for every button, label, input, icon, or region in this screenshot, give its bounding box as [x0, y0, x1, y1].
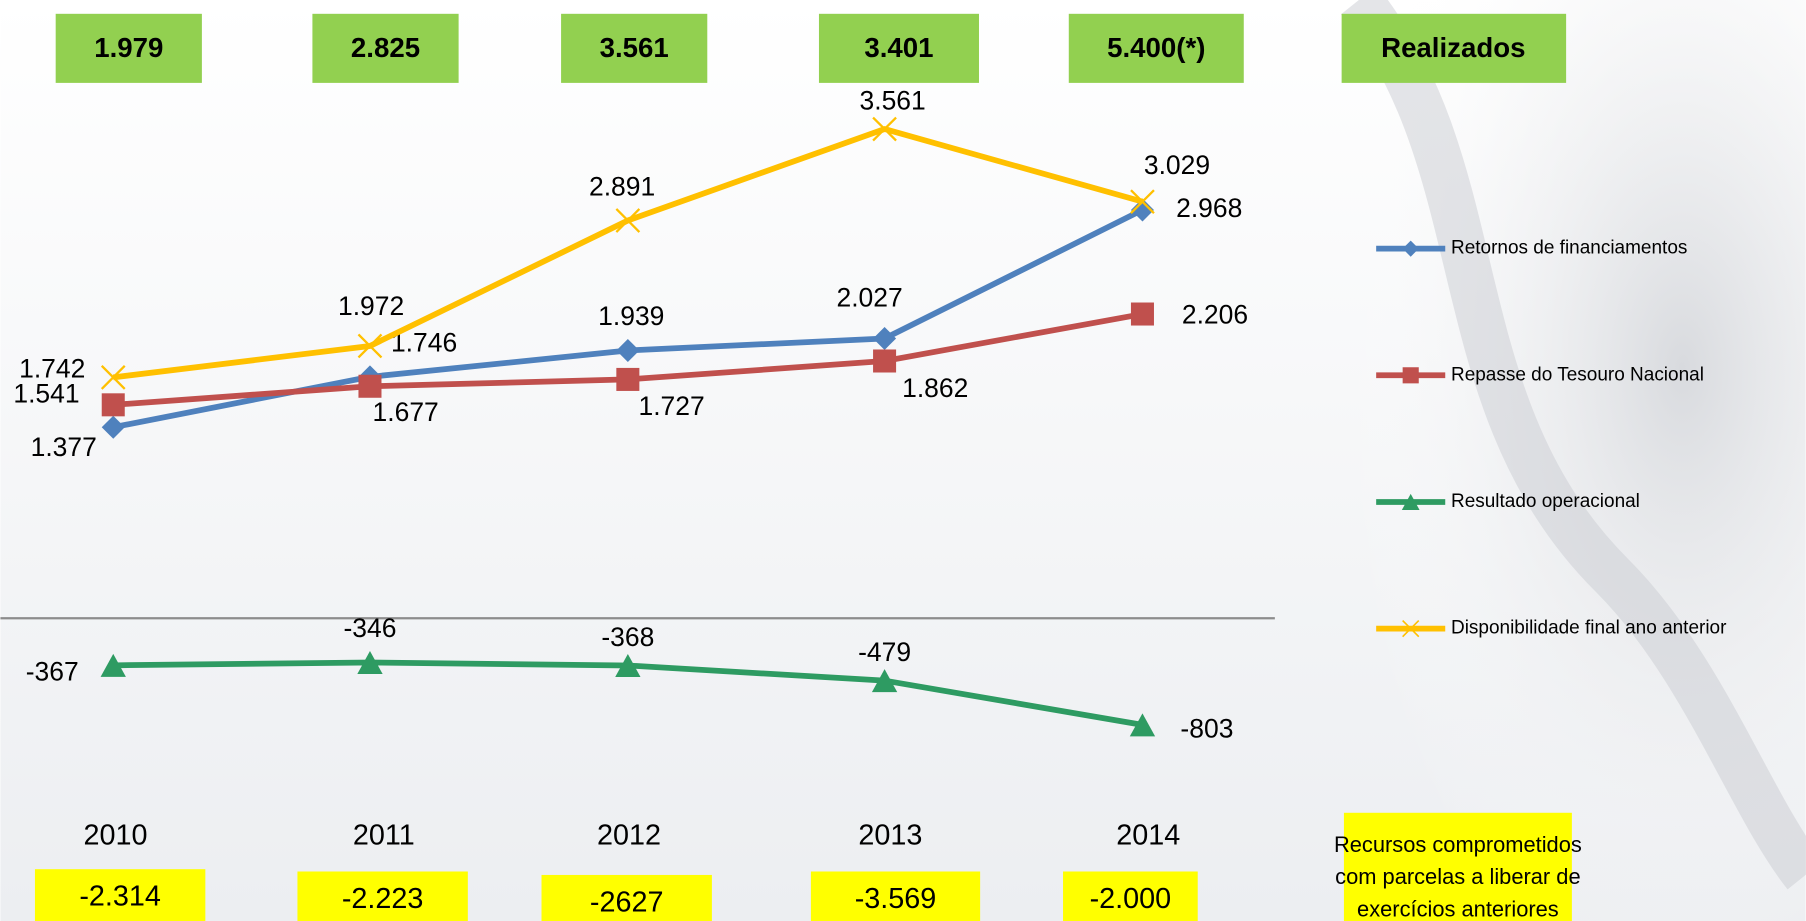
x-tick-label: 2013 [858, 820, 922, 852]
data-label: 3.561 [860, 86, 926, 116]
data-label: 2.206 [1182, 299, 1248, 329]
committed-note: Recursos comprometidos [1334, 832, 1582, 857]
chart: 1.3771.7461.9392.0272.968Retornos de fin… [0, 0, 1806, 921]
marker [873, 349, 896, 372]
x-tick-label: 2011 [353, 820, 415, 852]
committed-value: -2.000 [1090, 883, 1172, 915]
marker [616, 368, 639, 391]
realized-value: 5.400(*) [1107, 32, 1205, 63]
data-label: 1.862 [902, 373, 968, 403]
committed-note: com parcelas a liberar de [1335, 864, 1580, 889]
data-label: 1.677 [373, 397, 439, 427]
data-label: -803 [1180, 714, 1233, 744]
x-tick-label: 2012 [597, 820, 661, 852]
data-label: 2.027 [836, 282, 902, 312]
page: 1.3771.7461.9392.0272.968Retornos de fin… [0, 0, 1806, 921]
realized-value: 3.401 [864, 32, 933, 63]
realized-value: 2.825 [351, 32, 420, 63]
committed-value: -3.569 [855, 883, 937, 915]
committed-value: -2627 [590, 886, 664, 918]
data-label: -368 [601, 622, 654, 652]
x-tick-label: 2010 [84, 820, 148, 852]
marker [102, 393, 125, 416]
committed-value: -2.223 [342, 883, 424, 915]
committed-note: exercícios anteriores [1357, 896, 1559, 921]
marker [1131, 303, 1154, 326]
marker [358, 375, 381, 398]
legend-label: Disponibilidade final ano anterior [1451, 618, 1726, 639]
legend-label: Repasse do Tesouro Nacional [1451, 364, 1704, 385]
realized-value: 3.561 [600, 32, 669, 63]
data-label: 3.029 [1144, 150, 1210, 180]
legend-marker [1403, 367, 1419, 383]
data-label: 2.891 [589, 171, 655, 201]
x-tick-label: 2014 [1116, 820, 1180, 852]
committed-value: -2.314 [79, 881, 161, 913]
data-label: 1.939 [598, 301, 664, 331]
data-label: 1.727 [638, 391, 704, 421]
data-label: -367 [26, 656, 79, 686]
data-label: 1.742 [19, 353, 85, 383]
data-label: 1.972 [338, 291, 404, 321]
data-label: 2.968 [1176, 193, 1242, 223]
realized-value: 1.979 [94, 32, 163, 63]
data-label: -479 [858, 637, 911, 667]
data-label: -346 [343, 613, 396, 643]
legend-label: Resultado operacional [1451, 491, 1640, 512]
legend-label: Retornos de financiamentos [1451, 238, 1687, 259]
realized-header: Realizados [1381, 32, 1525, 63]
data-label: 1.377 [31, 432, 97, 462]
